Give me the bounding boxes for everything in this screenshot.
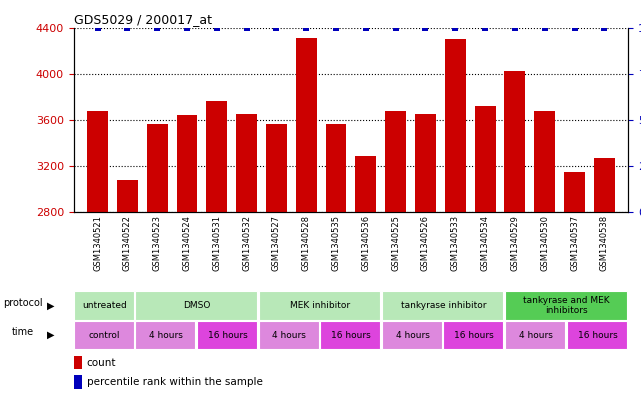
Bar (87, 111, 108, 393)
Text: control: control (88, 331, 121, 340)
Text: 4 hours: 4 hours (519, 331, 553, 340)
Text: time: time (12, 327, 34, 337)
Bar (147, 125, 167, 393)
Text: ▶: ▶ (47, 301, 54, 310)
Bar (296, 38, 317, 393)
Point (92, 24, 103, 31)
Bar (474, 106, 495, 393)
Bar (567, 321, 627, 349)
Bar (382, 292, 503, 320)
Point (540, 24, 550, 31)
Point (152, 24, 162, 31)
Point (420, 24, 431, 31)
Point (331, 24, 341, 31)
Text: 16 hours: 16 hours (454, 331, 494, 340)
Text: 16 hours: 16 hours (331, 331, 371, 340)
Point (361, 24, 371, 31)
Bar (176, 115, 197, 393)
Bar (564, 172, 585, 393)
Text: 4 hours: 4 hours (149, 331, 183, 340)
Bar (135, 321, 196, 349)
Bar (326, 125, 347, 393)
Point (182, 24, 192, 31)
Bar (594, 158, 615, 393)
Text: MEK inhibitor: MEK inhibitor (290, 301, 350, 310)
Text: tankyrase inhibitor: tankyrase inhibitor (401, 301, 486, 310)
Point (510, 24, 520, 31)
Point (569, 24, 579, 31)
Text: protocol: protocol (3, 298, 43, 308)
Point (480, 24, 490, 31)
Bar (504, 72, 526, 393)
Bar (320, 321, 380, 349)
Bar (135, 292, 257, 320)
Text: DMSO: DMSO (183, 301, 211, 310)
Bar (74, 375, 82, 389)
Bar (206, 101, 228, 393)
Text: tankyrase and MEK
inhibitors: tankyrase and MEK inhibitors (523, 296, 610, 315)
Bar (444, 321, 503, 349)
Bar (535, 111, 555, 393)
Text: 16 hours: 16 hours (208, 331, 247, 340)
Text: percentile rank within the sample: percentile rank within the sample (87, 377, 262, 387)
Bar (415, 114, 436, 393)
Point (599, 24, 610, 31)
Point (212, 24, 222, 31)
Bar (258, 321, 319, 349)
Bar (382, 321, 442, 349)
Bar (505, 321, 565, 349)
Text: 4 hours: 4 hours (272, 331, 306, 340)
Point (242, 24, 252, 31)
Text: GDS5029 / 200017_at: GDS5029 / 200017_at (74, 13, 212, 26)
Bar (74, 292, 134, 320)
Bar (117, 180, 138, 393)
Point (122, 24, 133, 31)
Bar (258, 292, 380, 320)
Text: 16 hours: 16 hours (578, 331, 617, 340)
Text: ▶: ▶ (47, 330, 54, 340)
Bar (266, 125, 287, 393)
Bar (505, 292, 627, 320)
Bar (74, 321, 134, 349)
Text: count: count (87, 358, 116, 368)
Text: 4 hours: 4 hours (395, 331, 429, 340)
Point (271, 24, 281, 31)
Bar (74, 356, 82, 369)
Point (390, 24, 401, 31)
Bar (236, 114, 257, 393)
Bar (355, 156, 376, 393)
Bar (445, 39, 466, 393)
Bar (197, 321, 257, 349)
Point (301, 24, 312, 31)
Bar (385, 111, 406, 393)
Text: untreated: untreated (82, 301, 127, 310)
Point (450, 24, 460, 31)
